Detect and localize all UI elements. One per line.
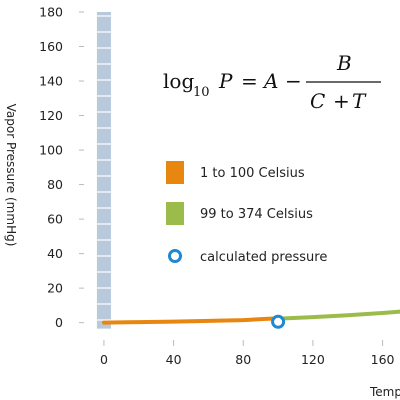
y-axis-title: Vapor Pressure (mmHg) (4, 104, 18, 247)
y-tick-label-160: 160 (39, 39, 63, 54)
y-tick-label-60: 60 (47, 212, 63, 227)
y-tick-label-0: 0 (55, 315, 63, 330)
y-tick-label-180: 180 (39, 5, 63, 20)
formula-den-t: T (352, 89, 367, 113)
marker-layer (271, 314, 286, 329)
formula-lhs-var: P (218, 69, 233, 93)
legend-swatch-green (166, 202, 184, 225)
formula-den-plus: + (333, 89, 350, 113)
formula-minus: − (285, 69, 302, 93)
legend-label-blue: calculated pressure (200, 250, 327, 265)
x-axis-title: Temperature (369, 385, 400, 399)
axis-layer: 0 20 40 60 80 100 120 140 160 180 0 40 80 120 160 (39, 5, 394, 368)
x-tick-label-0: 0 (100, 352, 108, 367)
series-layer (101, 309, 400, 325)
y-tick-label-140: 140 (39, 74, 63, 89)
y-tick-label-100: 100 (39, 143, 63, 158)
formula-a: A (262, 69, 278, 93)
formula-base: 10 (193, 85, 210, 100)
x-tick-label-120: 120 (301, 352, 325, 367)
y-tick-label-80: 80 (47, 177, 63, 192)
formula-numerator: B (336, 51, 352, 75)
legend-swatch-orange (166, 161, 184, 184)
y-tick-label-20: 20 (47, 281, 63, 296)
x-tick-label-40: 40 (166, 352, 182, 367)
x-tick-label-160: 160 (371, 352, 395, 367)
y-tick-label-120: 120 (39, 108, 63, 123)
bar-0 (96, 12, 111, 329)
legend-label-green: 99 to 374 Celsius (200, 207, 313, 222)
legend-marker-blue (168, 249, 182, 263)
formula-den-c: C (310, 89, 325, 113)
calculated-pressure-marker-0 (271, 314, 286, 329)
legend: 1 to 100 Celsius 99 to 374 Celsius calcu… (166, 161, 327, 265)
x-tick-label-80: 80 (235, 352, 251, 367)
series-line-0 (101, 316, 281, 325)
formula-equals: = (241, 69, 258, 93)
formula: log 10 P = A − B C + T (163, 51, 381, 113)
legend-label-orange: 1 to 100 Celsius (200, 166, 305, 181)
series-line-1 (274, 309, 400, 321)
formula-log: log (163, 69, 194, 93)
bars-layer (96, 12, 111, 329)
y-tick-label-40: 40 (47, 246, 63, 261)
